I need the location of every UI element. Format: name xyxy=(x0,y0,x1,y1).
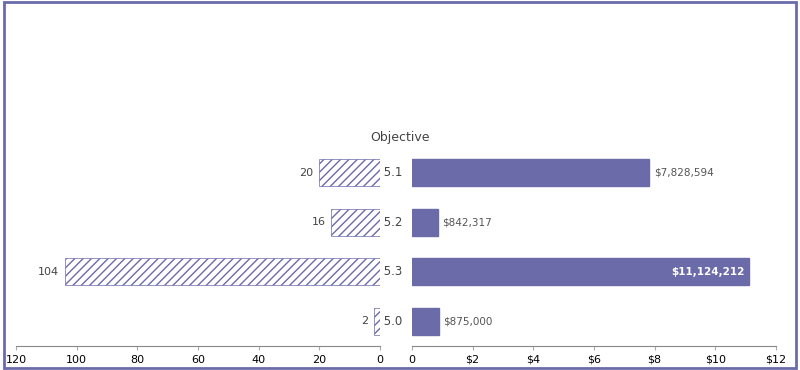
Text: 16: 16 xyxy=(311,217,326,227)
Text: 20: 20 xyxy=(299,168,314,178)
Text: 2: 2 xyxy=(361,316,368,326)
Bar xyxy=(319,159,380,186)
Text: Total Funding: $20,670,124: Total Funding: $20,670,124 xyxy=(304,86,496,99)
Text: $11,124,212: $11,124,212 xyxy=(671,267,745,277)
Text: $842,317: $842,317 xyxy=(442,217,492,227)
Text: 104: 104 xyxy=(38,267,58,277)
Text: 5.0: 5.0 xyxy=(380,315,402,328)
Bar xyxy=(374,307,380,335)
Bar xyxy=(412,258,750,285)
Text: 2019: 2019 xyxy=(375,20,425,37)
Bar xyxy=(412,159,650,186)
Text: $875,000: $875,000 xyxy=(443,316,493,326)
Bar xyxy=(331,209,380,236)
Text: $7,828,594: $7,828,594 xyxy=(654,168,714,178)
Text: Number of Projects: 142: Number of Projects: 142 xyxy=(314,114,486,127)
Text: 5.1: 5.1 xyxy=(380,166,402,179)
Text: Question 5: Services and Supports: Question 5: Services and Supports xyxy=(251,53,549,68)
Text: Objective: Objective xyxy=(370,131,430,144)
Text: 5.3: 5.3 xyxy=(380,265,402,278)
Bar xyxy=(65,258,380,285)
Bar xyxy=(412,307,438,335)
Bar xyxy=(412,209,438,236)
Text: 5.2: 5.2 xyxy=(380,216,402,229)
